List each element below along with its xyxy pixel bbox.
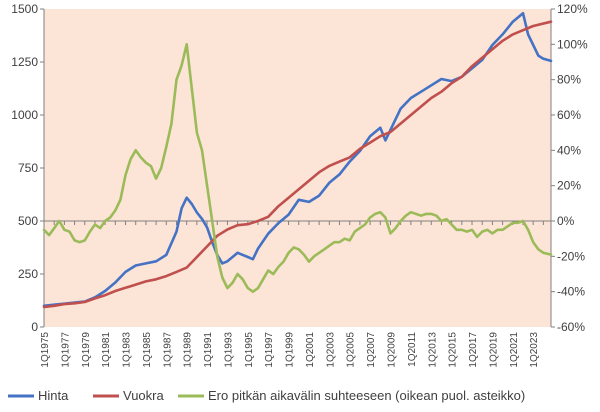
x-tick-label: 1Q1997 [264,332,275,368]
left-tick-label: 1250 [11,55,38,69]
right-tick-label: 0% [557,214,575,228]
right-tick-label: 60% [557,108,581,122]
left-tick-label: 1500 [11,2,38,16]
x-tick-label: 1Q2023 [529,332,540,368]
x-tick-label: 1Q2021 [509,332,520,368]
right-tick-label: 120% [557,2,588,16]
x-tick-label: 1Q1999 [285,332,296,368]
legend: Hinta Vuokra Ero pitkän aikavälin suhteese… [8,388,525,403]
x-tick-label: 1Q2015 [448,332,459,368]
left-axis: 0 250 500 750 1000 1250 1500 [11,2,45,334]
legend-label: Vuokra [123,388,164,403]
x-tick-label: 1Q1983 [122,332,133,368]
right-tick-label: -20% [557,249,585,263]
x-tick-label: 1Q2019 [488,332,499,368]
x-tick-label: 1Q2011 [407,332,418,367]
series-line-2 [42,20,553,309]
left-tick-label: 0 [31,320,38,334]
x-tick-label: 1Q2001 [305,332,316,368]
x-tick-label: 1Q1989 [183,332,194,368]
x-tick-label: 1Q2003 [325,332,336,368]
legend-label: Ero pitkän aikavälin suhteeseen (oikean … [208,388,525,403]
x-tick-label: 1Q1981 [101,332,112,368]
x-tick-label: 1Q1979 [81,332,92,368]
right-tick-label: 20% [557,179,581,193]
x-tick-label: 1Q1985 [142,332,153,368]
x-tick-label: 1Q1977 [60,332,71,368]
series-line-3 [42,43,553,293]
right-tick-label: 80% [557,73,581,87]
right-axis: -60% -40% -20% 0% 20% 40% 60% 80% 100% 120% [550,2,588,334]
x-axis: 1Q1975 1Q1977 1Q1979 1Q1981 1Q1983 1Q1985 1Q19… [40,220,551,368]
x-tick-label: 1Q1991 [203,332,214,368]
left-tick-label: 750 [18,161,38,175]
x-tick-label: 1Q2005 [346,332,357,368]
x-tick-label: 1Q2007 [366,332,377,368]
right-tick-label: -60% [557,320,585,334]
x-tick-label: 1Q1993 [223,332,234,368]
x-tick-label: 1Q1975 [40,332,51,368]
x-tick-label: 1Q2017 [468,332,479,368]
left-tick-label: 500 [18,214,38,228]
left-tick-label: 1000 [11,108,38,122]
series-line-1 [42,11,553,308]
left-tick-label: 250 [18,267,38,281]
x-tick-label: 1Q2009 [386,332,397,368]
x-tick-label: 1Q1987 [162,332,173,368]
right-tick-label: 100% [557,37,588,51]
right-tick-label: -40% [557,285,585,299]
right-tick-label: 40% [557,143,581,157]
series-lines [42,11,553,309]
legend-label: Hinta [38,388,69,403]
x-tick-label: 1Q2013 [427,332,438,368]
x-tick-label: 1Q1995 [244,332,255,368]
